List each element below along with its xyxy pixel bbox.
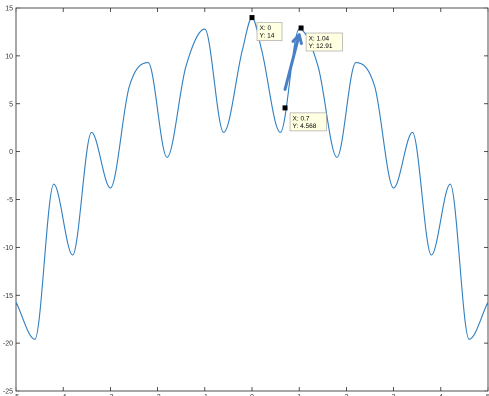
x-tick-label: 4 [439,394,443,396]
datatip-marker[interactable] [249,15,255,21]
datatip-y-label: Y: 14 [260,33,275,40]
datatip-marker[interactable] [282,105,288,111]
plot-area [15,7,489,392]
datatip[interactable]: X: 0Y: 14 [249,15,283,41]
datatip[interactable]: X: 0.7Y: 4.568 [282,105,327,132]
y-tick-label: 15 [5,6,13,13]
x-tick-label: 5 [486,394,489,396]
datatip-x-label: X: 0.7 [293,115,310,122]
x-tick-label: -2 [154,394,160,396]
x-tick-label: -3 [107,394,113,396]
datatip-marker[interactable] [298,25,304,31]
datatip-x-label: X: 0 [260,25,272,32]
datatip-x-label: X: 1.04 [309,36,330,43]
y-tick-label: 5 [9,101,13,108]
x-tick-label: -5 [13,394,19,396]
x-tick-label: 0 [250,394,254,396]
y-tick-label: -20 [3,341,13,348]
x-tick-label: 1 [297,394,301,396]
x-tick-label: -1 [202,394,208,396]
datatip-y-label: Y: 12.91 [309,43,333,50]
datatip-box [305,32,343,52]
datatips: X: 0Y: 14 X: 1.04Y: 12.91 X: 0.7Y: 4.568 [249,15,343,132]
y-tick-label: -10 [3,245,13,252]
annotation-arrow [283,33,303,91]
datatip-box [289,112,327,132]
axis-ticks [15,7,489,392]
y-tick-label: -25 [3,389,13,396]
datatip-y-label: Y: 4.568 [293,123,317,130]
datatip-box [256,22,283,41]
y-tick-label: 0 [9,149,13,156]
x-tick-label: 2 [344,394,348,396]
datatip[interactable]: X: 1.04Y: 12.91 [298,25,343,52]
y-tick-label: -15 [3,293,13,300]
x-tick-label: 3 [392,394,396,396]
arrow-head [291,33,303,46]
y-tick-label: 10 [5,53,13,60]
y-tick-label: -5 [7,197,13,204]
x-tick-label: -4 [60,394,66,396]
arrow-shaft [283,33,301,91]
